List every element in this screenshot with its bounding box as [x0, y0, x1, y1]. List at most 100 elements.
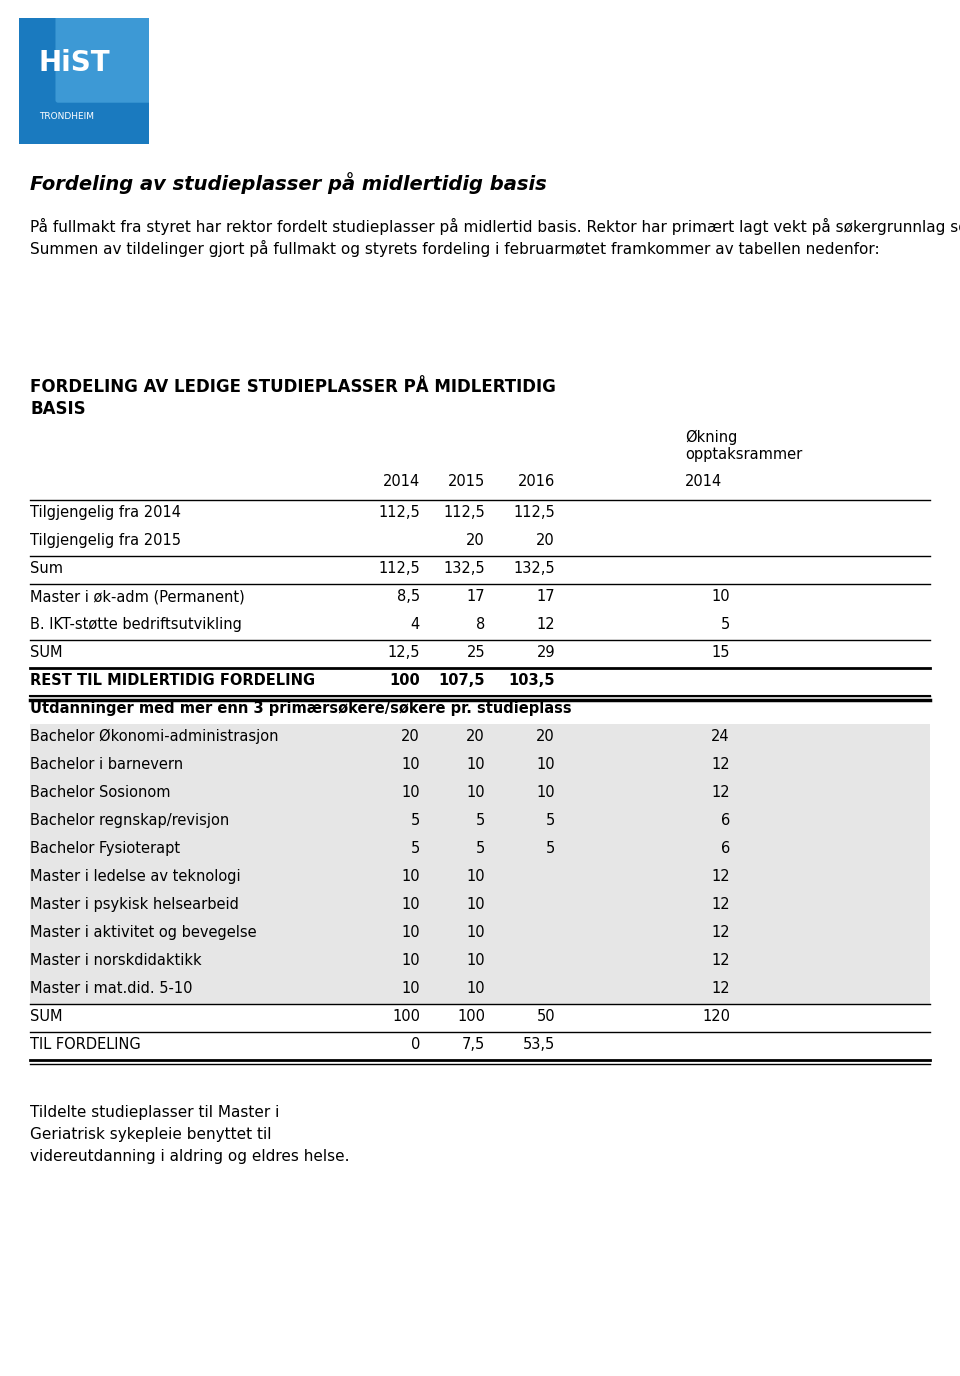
Text: 8: 8	[476, 616, 485, 632]
Text: 10: 10	[401, 981, 420, 996]
Text: Master i aktivitet og bevegelse: Master i aktivitet og bevegelse	[30, 925, 256, 940]
Bar	[30, 892, 930, 921]
Text: REST TIL MIDLERTIDIG FORDELING: REST TIL MIDLERTIDIG FORDELING	[30, 673, 315, 688]
Text: Bachelor i barnevern: Bachelor i barnevern	[30, 757, 183, 772]
Text: 6: 6	[721, 813, 730, 828]
Text: 100: 100	[389, 673, 420, 688]
Text: 10: 10	[401, 897, 420, 912]
Text: 53,5: 53,5	[523, 1038, 555, 1053]
Text: 7,5: 7,5	[462, 1038, 485, 1053]
Text: 10: 10	[467, 981, 485, 996]
Text: 12: 12	[711, 925, 730, 940]
Bar	[30, 976, 930, 1004]
Text: 10: 10	[467, 870, 485, 883]
Text: Fordeling av studieplasser på midlertidig basis: Fordeling av studieplasser på midlertidi…	[30, 172, 547, 194]
Text: 10: 10	[401, 757, 420, 772]
Text: 132,5: 132,5	[444, 561, 485, 577]
Bar	[30, 808, 930, 837]
Text: 17: 17	[537, 589, 555, 604]
Text: videreutdanning i aldring og eldres helse.: videreutdanning i aldring og eldres hels…	[30, 1149, 349, 1164]
Text: Bachelor Sosionom: Bachelor Sosionom	[30, 784, 171, 799]
Text: Master i psykisk helsearbeid: Master i psykisk helsearbeid	[30, 897, 239, 912]
Text: 12: 12	[537, 616, 555, 632]
Text: 10: 10	[401, 954, 420, 967]
Text: TIL FORDELING: TIL FORDELING	[30, 1038, 141, 1053]
Text: 112,5: 112,5	[378, 561, 420, 577]
Text: 132,5: 132,5	[514, 561, 555, 577]
Text: 5: 5	[476, 841, 485, 856]
Text: 10: 10	[537, 784, 555, 799]
Text: 10: 10	[467, 784, 485, 799]
Text: 5: 5	[721, 616, 730, 632]
Text: 100: 100	[392, 1009, 420, 1024]
Text: FORDELING AV LEDIGE STUDIEPLASSER PÅ MIDLERTIDIG: FORDELING AV LEDIGE STUDIEPLASSER PÅ MID…	[30, 378, 556, 396]
FancyBboxPatch shape	[56, 12, 154, 103]
Text: 5: 5	[411, 841, 420, 856]
Text: 12: 12	[711, 897, 730, 912]
Text: BASIS: BASIS	[30, 400, 85, 418]
Text: 20: 20	[467, 729, 485, 744]
Text: 4: 4	[411, 616, 420, 632]
Text: 10: 10	[467, 897, 485, 912]
Text: 2014: 2014	[685, 473, 722, 488]
Text: TRONDHEIM: TRONDHEIM	[38, 111, 94, 121]
Text: 12,5: 12,5	[388, 645, 420, 660]
Text: 100: 100	[457, 1009, 485, 1024]
Text: 10: 10	[467, 757, 485, 772]
Text: På fullmakt fra styret har rektor fordelt studieplasser på midlertid basis. Rekt: På fullmakt fra styret har rektor fordel…	[30, 217, 960, 235]
Text: 10: 10	[711, 589, 730, 604]
Text: 120: 120	[702, 1009, 730, 1024]
Text: 10: 10	[467, 954, 485, 967]
Text: 10: 10	[401, 870, 420, 883]
Text: 29: 29	[537, 645, 555, 660]
Text: Bachelor Fysioterapt: Bachelor Fysioterapt	[30, 841, 180, 856]
Text: 20: 20	[537, 729, 555, 744]
Text: 103,5: 103,5	[509, 673, 555, 688]
Text: 8,5: 8,5	[396, 589, 420, 604]
Text: opptaksrammer: opptaksrammer	[685, 447, 803, 462]
Text: 10: 10	[401, 925, 420, 940]
Bar	[30, 948, 930, 976]
Text: Økning: Økning	[685, 429, 737, 446]
Text: 5: 5	[411, 813, 420, 828]
Text: 112,5: 112,5	[514, 505, 555, 520]
Bar	[30, 837, 930, 864]
Text: 5: 5	[476, 813, 485, 828]
Text: 12: 12	[711, 757, 730, 772]
Text: 25: 25	[467, 645, 485, 660]
Text: HiST: HiST	[38, 50, 110, 77]
Text: 2015: 2015	[447, 473, 485, 488]
Text: 107,5: 107,5	[439, 673, 485, 688]
Text: SUM: SUM	[30, 645, 62, 660]
Text: Bachelor Økonomi-administrasjon: Bachelor Økonomi-administrasjon	[30, 729, 278, 744]
Text: 12: 12	[711, 784, 730, 799]
Text: Sum: Sum	[30, 561, 63, 577]
Text: Tilgjengelig fra 2014: Tilgjengelig fra 2014	[30, 505, 181, 520]
Text: 112,5: 112,5	[378, 505, 420, 520]
Text: 6: 6	[721, 841, 730, 856]
Text: Tilgjengelig fra 2015: Tilgjengelig fra 2015	[30, 533, 181, 548]
Text: 50: 50	[537, 1009, 555, 1024]
Text: 15: 15	[711, 645, 730, 660]
Text: Master i mat.did. 5-10: Master i mat.did. 5-10	[30, 981, 193, 996]
Text: SUM: SUM	[30, 1009, 62, 1024]
Text: 12: 12	[711, 870, 730, 883]
Text: 5: 5	[545, 813, 555, 828]
Text: Master i ledelse av teknologi: Master i ledelse av teknologi	[30, 870, 241, 883]
Bar	[30, 724, 930, 753]
Text: 20: 20	[537, 533, 555, 548]
Text: Summen av tildelinger gjort på fullmakt og styrets fordeling i februarmøtet fram: Summen av tildelinger gjort på fullmakt …	[30, 239, 879, 257]
Text: 10: 10	[401, 784, 420, 799]
Bar	[30, 921, 930, 948]
Text: 20: 20	[467, 533, 485, 548]
Bar	[30, 864, 930, 892]
Text: 5: 5	[545, 841, 555, 856]
Text: 12: 12	[711, 981, 730, 996]
Text: 20: 20	[401, 729, 420, 744]
Text: 10: 10	[537, 757, 555, 772]
Bar	[30, 780, 930, 808]
Text: 24: 24	[711, 729, 730, 744]
Text: Tildelte studieplasser til Master i: Tildelte studieplasser til Master i	[30, 1105, 279, 1120]
FancyBboxPatch shape	[12, 10, 156, 153]
Text: 2016: 2016	[517, 473, 555, 488]
